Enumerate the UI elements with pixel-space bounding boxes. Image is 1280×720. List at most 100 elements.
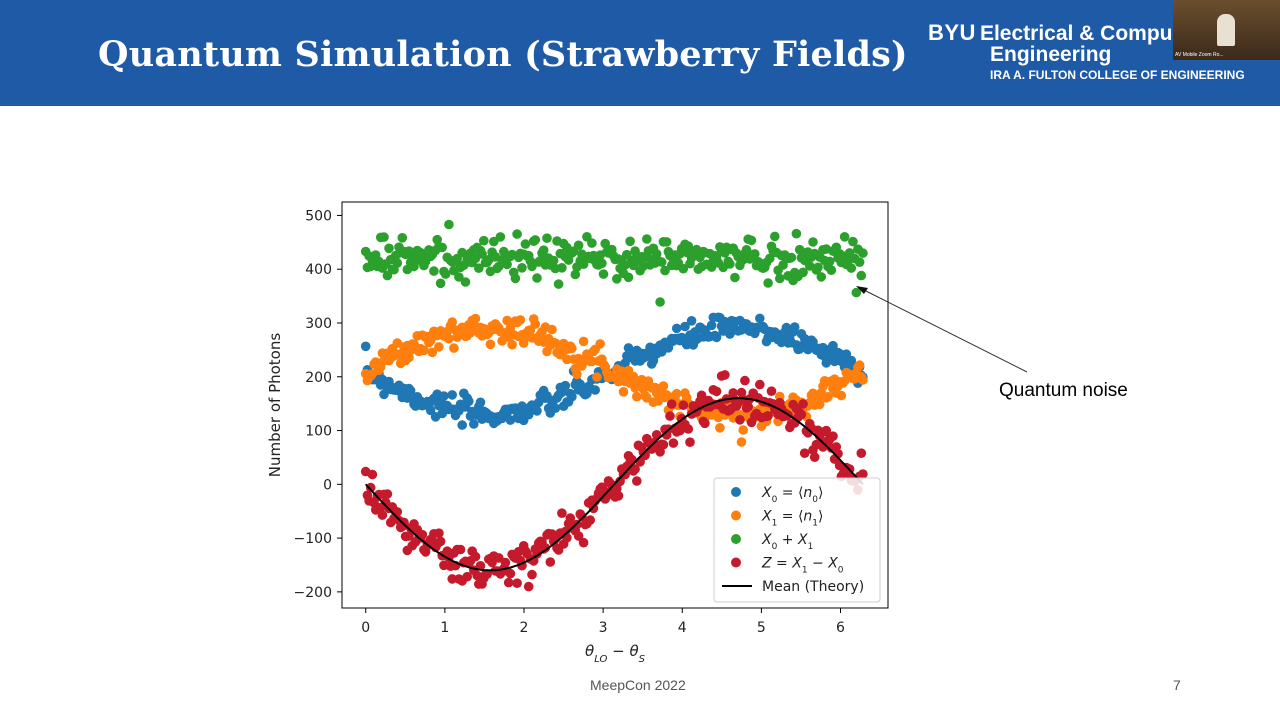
red-point [577,511,587,522]
orange-point [823,392,833,402]
green-point [573,240,584,251]
red-point [512,578,522,588]
green-point [824,256,835,267]
green-point [854,257,865,268]
blue-point [755,313,765,324]
green-point [495,232,506,242]
blue-point [680,321,690,332]
blue-point [360,341,371,352]
orange-point [567,343,577,354]
green-point [587,238,597,248]
red-point [632,476,642,486]
footer-text: MeepCon 2022 [590,677,686,693]
blue-point [425,405,436,416]
red-point [573,531,584,541]
slide-header: Quantum Simulation (Strawberry Fields) B… [0,0,1280,106]
red-point [809,452,820,463]
green-point [813,262,823,273]
blue-point [789,322,800,332]
annotation-arrow [856,286,1028,373]
red-point [665,411,675,421]
green-point [454,272,464,282]
red-point [711,386,722,397]
legend-label: Z = X1 − X0 [761,556,844,576]
red-point [763,411,773,421]
green-point [846,263,857,273]
green-point [730,272,740,283]
red-point [613,491,624,501]
orange-point [632,391,642,402]
orange-point [671,388,682,399]
orange-point [715,423,725,433]
green-point [683,241,694,251]
orange-point [836,390,847,401]
red-point [696,390,707,401]
green-point [477,249,487,259]
data-points [360,219,868,592]
orange-point [595,339,605,349]
orange-point [470,313,481,324]
green-point [816,272,827,282]
green-point [460,277,471,287]
red-point [367,469,378,480]
x-tick-label: 0 [361,620,370,636]
red-point [470,551,481,562]
legend-marker [731,557,741,568]
red-point [399,517,409,528]
x-tick-label: 3 [599,620,608,636]
byu-logo-text: BYU [928,20,976,45]
red-point [799,448,810,459]
slide-title: Quantum Simulation (Strawberry Fields) [98,34,908,75]
red-point [678,400,689,411]
red-point [503,577,514,588]
orange-point [578,336,589,347]
green-point [623,272,634,283]
green-point [661,237,672,247]
y-tick-label: 300 [305,316,332,332]
red-point [365,482,376,493]
orange-point [592,372,602,382]
green-point [512,229,522,239]
red-point [620,469,630,480]
legend-label: X0 = ⟨n0⟩ [761,485,824,505]
green-point [597,258,607,269]
video-thumbnail[interactable]: AV Mobile Zoom Ro... [1173,0,1280,60]
blue-point [475,397,486,408]
y-tick-label: 100 [305,424,332,440]
red-point [588,503,599,514]
red-point [447,574,458,584]
green-point-group [360,219,868,307]
green-point [510,273,521,284]
green-point [851,287,862,298]
orange-point [854,360,865,370]
college-name: IRA A. FULTON COLLEGE OF ENGINEERING [990,68,1245,82]
red-point [858,469,868,479]
x-tick-label: 1 [440,620,449,636]
green-point [444,219,454,230]
y-tick-label: 0 [323,477,332,493]
red-point [562,533,572,543]
green-point [826,265,837,276]
orange-point [814,399,825,410]
red-point [796,409,807,420]
blue-point [550,403,561,414]
red-point [685,437,695,448]
green-point [542,233,552,243]
red-point [475,561,486,571]
green-point [786,252,797,263]
red-point [482,569,492,579]
chart-legend: X0 = ⟨n0⟩X1 = ⟨n1⟩X0 + X1Z = X1 − X0Mean… [713,477,881,603]
green-point [457,247,468,258]
red-point [798,399,808,409]
blue-point [567,391,577,402]
y-tick-label: 200 [305,370,332,386]
legend-marker [731,534,741,544]
red-point [666,399,677,409]
orange-point [618,387,629,397]
blue-point [590,385,600,395]
department-name-line2: Engineering [990,43,1112,66]
orange-point [502,315,512,326]
arrow-line [863,289,1028,373]
orange-point [562,354,572,365]
